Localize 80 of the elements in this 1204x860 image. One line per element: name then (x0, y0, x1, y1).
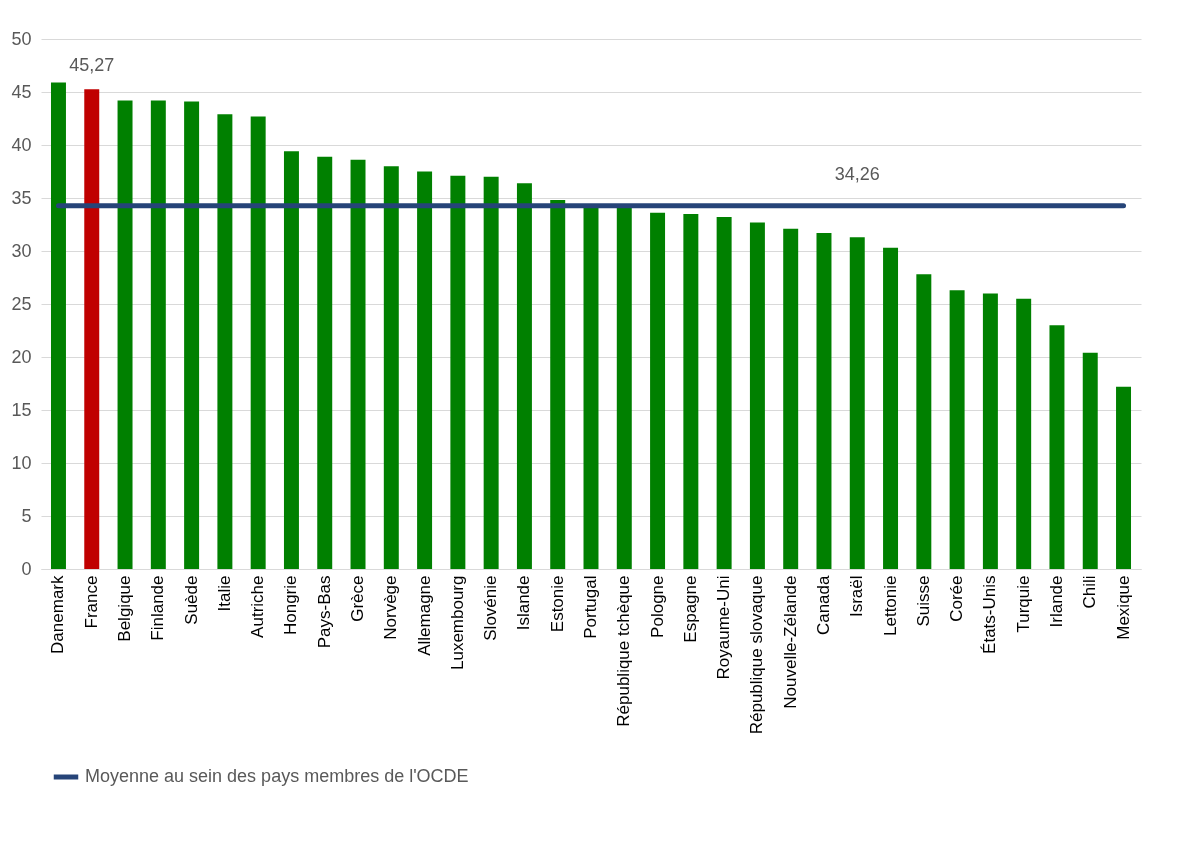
data-label: 45,27 (69, 55, 115, 76)
x-tick-label: République tchèque (614, 575, 634, 727)
bar (650, 212, 666, 569)
x-tick-label: Belgique (115, 575, 135, 642)
y-tick-label: 30 (11, 240, 32, 261)
bar (350, 159, 366, 569)
bar (849, 237, 865, 569)
x-tick-label: Corée (947, 575, 967, 622)
bar (117, 100, 133, 569)
bar (783, 228, 799, 569)
x-tick-label: Pologne (647, 575, 667, 638)
bar (949, 290, 965, 569)
x-tick-label: Mexique (1113, 575, 1133, 640)
bar (250, 116, 266, 569)
y-tick-label: 40 (11, 134, 32, 155)
bar (982, 293, 998, 569)
x-tick-label: République slovaque (747, 575, 767, 735)
bar (616, 206, 632, 569)
x-tick-label: Allemagne (414, 575, 434, 656)
x-tick-label: Portugal (581, 575, 600, 639)
y-tick-label: 15 (11, 399, 32, 420)
x-tick-label: Espagne (680, 575, 700, 643)
bar (283, 151, 299, 569)
x-tick-label: Irlande (1046, 575, 1066, 628)
x-tick-label: Hongrie (281, 575, 301, 636)
x-tick-label: Danemark (48, 575, 68, 654)
x-tick-label: Lettonie (880, 575, 900, 636)
bar (50, 82, 66, 569)
x-tick-label: États-Unis (980, 575, 1000, 654)
bar (516, 183, 532, 569)
x-tick-label: Slovénie (481, 575, 501, 641)
bar (84, 89, 100, 569)
bar (1049, 325, 1065, 569)
x-tick-label: Canada (813, 574, 833, 636)
x-tick-label: Finlande (148, 575, 168, 641)
x-tick-label: Suisse (913, 575, 933, 627)
x-tick-label: Norvège (381, 575, 401, 640)
bar (150, 100, 166, 569)
x-tick-label: Chili (1080, 575, 1100, 609)
bar (383, 166, 399, 569)
x-tick-label: Italie (214, 575, 234, 612)
bar (583, 205, 599, 569)
bar (217, 114, 233, 569)
bar (550, 200, 566, 569)
bar (749, 222, 765, 569)
bar (716, 217, 732, 569)
bar (816, 232, 832, 569)
x-tick-label: Israël (847, 575, 867, 618)
bar (1016, 298, 1032, 569)
y-tick-label: 10 (11, 452, 32, 473)
bar (683, 213, 699, 569)
bar (1116, 386, 1132, 569)
x-tick-label: Suède (181, 575, 201, 625)
x-tick-label: Royaume-Uni (714, 575, 734, 680)
bar (184, 101, 200, 569)
x-tick-label: Pays-Bas (314, 575, 334, 649)
x-tick-label: Autriche (248, 575, 268, 638)
y-tick-label: 50 (11, 28, 32, 49)
x-tick-label: Islande (514, 575, 534, 631)
legend-label: Moyenne au sein des pays membres de l'OCDE (85, 766, 469, 786)
bar (483, 176, 499, 569)
y-tick-label: 45 (11, 81, 32, 102)
bar (417, 171, 433, 569)
bar (1082, 352, 1098, 569)
y-tick-label: 0 (21, 558, 32, 579)
x-tick-label: Turquie (1013, 575, 1033, 633)
y-tick-label: 5 (21, 505, 32, 526)
x-tick-label: Estonie (547, 575, 567, 633)
bar (317, 156, 333, 569)
x-tick-label: France (81, 575, 101, 629)
data-label: 34,26 (834, 163, 880, 184)
y-tick-label: 25 (11, 293, 32, 314)
x-tick-label: Luxembourg (447, 575, 467, 671)
bar (916, 274, 932, 569)
bar (450, 175, 466, 569)
x-tick-label: Grèce (348, 575, 368, 622)
bar (883, 247, 899, 569)
x-tick-label: Nouvelle-Zélande (780, 575, 800, 709)
y-tick-label: 35 (11, 187, 32, 208)
y-tick-label: 20 (11, 346, 32, 367)
